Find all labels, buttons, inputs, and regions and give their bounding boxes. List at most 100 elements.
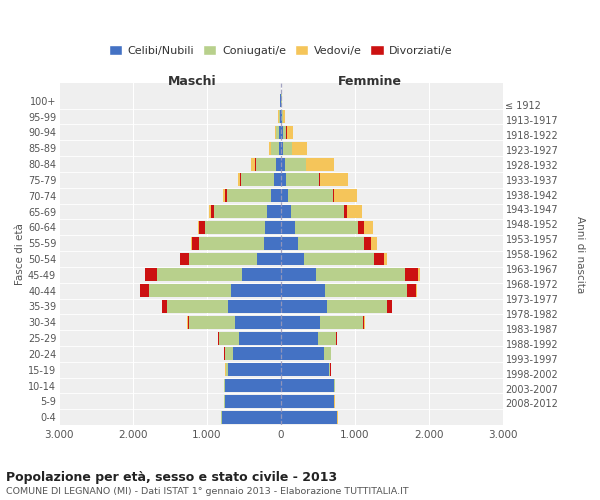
Bar: [281, 158, 285, 170]
Bar: [281, 252, 304, 266]
Text: Femmine: Femmine: [338, 75, 401, 88]
Bar: [188, 316, 189, 329]
Bar: [214, 205, 268, 218]
Bar: [235, 316, 281, 329]
Bar: [227, 189, 271, 202]
Bar: [283, 142, 292, 154]
Bar: [281, 205, 291, 218]
Bar: [227, 300, 281, 313]
Bar: [221, 410, 281, 424]
Bar: [281, 348, 324, 360]
Bar: [145, 268, 157, 281]
Bar: [316, 268, 405, 281]
Bar: [281, 142, 283, 154]
Y-axis label: Anni di nascita: Anni di nascita: [575, 216, 585, 293]
Y-axis label: Fasce di età: Fasce di età: [15, 224, 25, 285]
Bar: [218, 332, 239, 344]
Bar: [281, 364, 329, 376]
Bar: [230, 284, 281, 297]
Bar: [140, 284, 149, 297]
Bar: [205, 221, 265, 234]
Bar: [358, 221, 364, 234]
Bar: [305, 158, 307, 170]
Bar: [223, 189, 224, 202]
Legend: Celibi/Nubili, Coniugati/e, Vedovi/e, Divorziati/e: Celibi/Nubili, Coniugati/e, Vedovi/e, Di…: [104, 41, 457, 60]
Bar: [278, 142, 281, 154]
Bar: [388, 300, 392, 313]
Bar: [167, 300, 227, 313]
Bar: [320, 174, 348, 186]
Bar: [271, 142, 278, 154]
Bar: [334, 189, 356, 202]
Bar: [285, 158, 305, 170]
Bar: [281, 268, 316, 281]
Bar: [325, 284, 407, 297]
Bar: [274, 174, 281, 186]
Bar: [405, 268, 418, 281]
Bar: [157, 268, 242, 281]
Bar: [233, 348, 281, 360]
Bar: [280, 110, 281, 123]
Bar: [227, 364, 281, 376]
Bar: [281, 300, 326, 313]
Bar: [364, 221, 373, 234]
Bar: [224, 379, 281, 392]
Bar: [307, 158, 334, 170]
Bar: [281, 110, 282, 123]
Bar: [211, 205, 214, 218]
Bar: [364, 236, 371, 250]
Bar: [275, 126, 276, 139]
Bar: [277, 158, 281, 170]
Bar: [407, 284, 416, 297]
Bar: [347, 205, 362, 218]
Bar: [374, 252, 383, 266]
Bar: [192, 236, 199, 250]
Bar: [371, 236, 377, 250]
Bar: [163, 300, 167, 313]
Bar: [286, 174, 319, 186]
Bar: [251, 158, 255, 170]
Bar: [238, 174, 240, 186]
Bar: [383, 252, 388, 266]
Bar: [224, 395, 281, 408]
Bar: [189, 316, 235, 329]
Bar: [149, 284, 230, 297]
Bar: [281, 316, 320, 329]
Bar: [304, 252, 374, 266]
Bar: [277, 126, 280, 139]
Bar: [292, 142, 307, 154]
Bar: [318, 332, 336, 344]
Bar: [281, 221, 295, 234]
Bar: [281, 410, 337, 424]
Bar: [189, 252, 257, 266]
Bar: [281, 126, 283, 139]
Bar: [256, 158, 277, 170]
Text: Maschi: Maschi: [168, 75, 217, 88]
Bar: [329, 364, 331, 376]
Bar: [264, 236, 281, 250]
Text: COMUNE DI LEGNANO (MI) - Dati ISTAT 1° gennaio 2013 - Elaborazione TUTTITALIA.IT: COMUNE DI LEGNANO (MI) - Dati ISTAT 1° g…: [6, 486, 409, 496]
Bar: [288, 189, 332, 202]
Bar: [295, 221, 358, 234]
Bar: [209, 205, 211, 218]
Bar: [298, 236, 364, 250]
Bar: [224, 348, 233, 360]
Bar: [241, 174, 274, 186]
Bar: [268, 205, 281, 218]
Bar: [265, 221, 281, 234]
Bar: [226, 364, 227, 376]
Bar: [239, 332, 281, 344]
Bar: [281, 332, 318, 344]
Bar: [198, 221, 199, 234]
Bar: [291, 205, 344, 218]
Bar: [281, 395, 334, 408]
Bar: [199, 236, 264, 250]
Bar: [332, 189, 334, 202]
Bar: [281, 236, 298, 250]
Bar: [281, 284, 325, 297]
Bar: [363, 316, 364, 329]
Bar: [281, 379, 334, 392]
Bar: [283, 126, 286, 139]
Bar: [324, 348, 331, 360]
Bar: [320, 316, 363, 329]
